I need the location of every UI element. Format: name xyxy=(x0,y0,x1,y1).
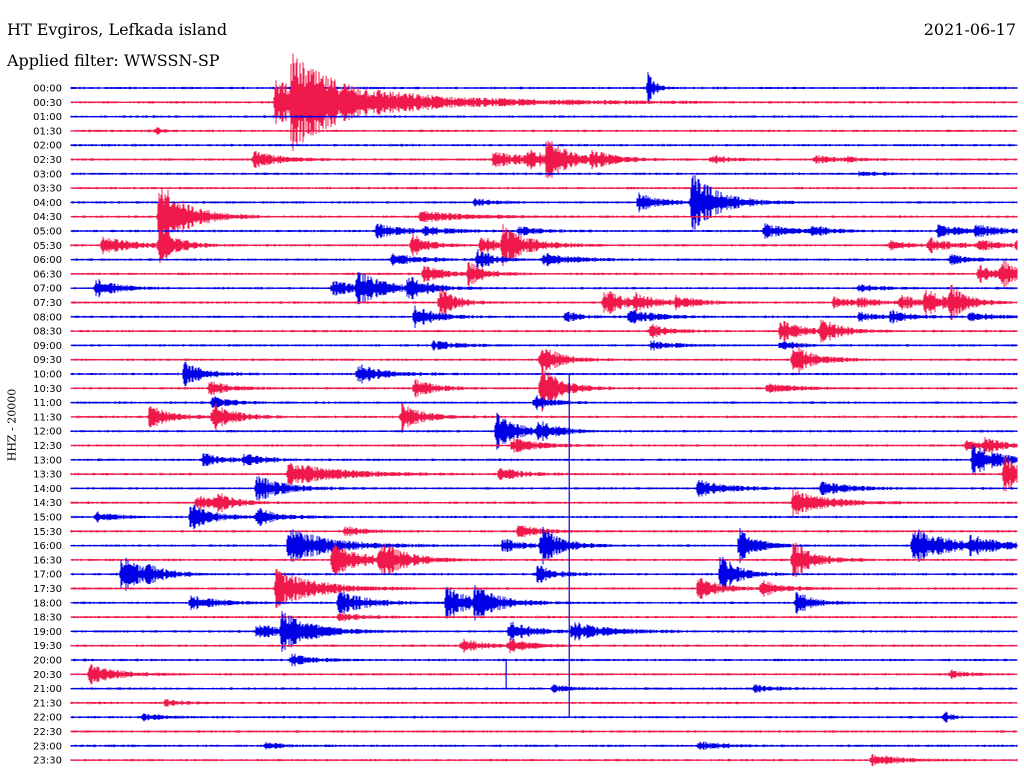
row-label: 17:00 xyxy=(33,570,62,581)
row-label: 18:00 xyxy=(33,598,62,609)
row-label: 16:30 xyxy=(33,555,62,566)
row-label: 13:00 xyxy=(33,455,62,466)
row-label: 14:00 xyxy=(33,484,62,495)
row-label: 19:00 xyxy=(33,627,62,638)
row-label: 12:30 xyxy=(33,441,62,452)
row-label: 04:00 xyxy=(33,198,62,209)
row-label: 20:00 xyxy=(33,656,62,667)
row-label: 22:00 xyxy=(33,713,62,724)
cross-row-spikes xyxy=(505,374,570,718)
row-label: 02:30 xyxy=(33,155,62,166)
row-label: 16:00 xyxy=(33,541,62,552)
seismogram-traces xyxy=(70,53,1018,767)
row-label: 15:30 xyxy=(33,527,62,538)
row-label: 07:00 xyxy=(33,284,62,295)
row-label: 17:30 xyxy=(33,584,62,595)
row-label: 23:00 xyxy=(33,741,62,752)
row-label: 10:00 xyxy=(33,370,62,381)
row-label: 00:00 xyxy=(33,84,62,95)
row-label: 23:30 xyxy=(33,756,62,767)
row-label: 09:30 xyxy=(33,355,62,366)
row-label: 21:00 xyxy=(33,684,62,695)
row-label: 02:00 xyxy=(33,141,62,152)
row-label: 01:30 xyxy=(33,126,62,137)
row-label: 12:00 xyxy=(33,427,62,438)
row-label: 05:30 xyxy=(33,241,62,252)
row-label: 04:30 xyxy=(33,212,62,223)
row-label: 14:30 xyxy=(33,498,62,509)
row-label: 03:00 xyxy=(33,169,62,180)
row-label: 22:30 xyxy=(33,727,62,738)
row-label: 05:00 xyxy=(33,227,62,238)
row-label: 06:30 xyxy=(33,269,62,280)
row-label: 11:30 xyxy=(33,412,62,423)
row-label: 00:30 xyxy=(33,98,62,109)
row-label: 18:30 xyxy=(33,613,62,624)
row-label: 15:00 xyxy=(33,513,62,524)
row-label: 06:00 xyxy=(33,255,62,266)
row-label: 21:30 xyxy=(33,698,62,709)
row-label: 20:30 xyxy=(33,670,62,681)
filter-label: Applied filter: WWSSN-SP xyxy=(7,51,220,70)
record-date: 2021-06-17 xyxy=(923,20,1016,39)
row-label: 13:30 xyxy=(33,470,62,481)
station-title: HT Evgiros, Lefkada island xyxy=(7,20,228,39)
row-time-labels: 00:00 00:30 01:00 01:30 02:00 02:30 03:00 03:30… xyxy=(33,84,62,767)
row-label: 03:30 xyxy=(33,184,62,195)
row-label: 19:30 xyxy=(33,641,62,652)
row-label: 11:00 xyxy=(33,398,62,409)
row-label: 09:00 xyxy=(33,341,62,352)
row-label: 07:30 xyxy=(33,298,62,309)
row-label: 08:00 xyxy=(33,312,62,323)
row-label: 01:00 xyxy=(33,112,62,123)
row-label: 08:30 xyxy=(33,327,62,338)
row-label: 10:30 xyxy=(33,384,62,395)
